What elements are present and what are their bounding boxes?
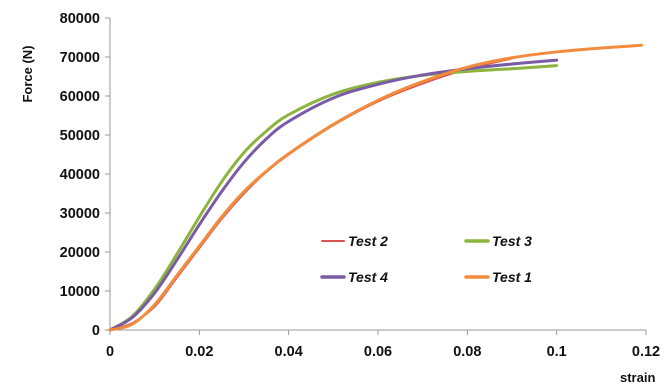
series-line-test-1 <box>108 43 644 332</box>
y-tick-label: 20000 <box>60 245 100 261</box>
axes: 0 10000 20000 30000 40000 50000 60000 70000 8000… <box>20 11 660 385</box>
y-axis-title: Force (N) <box>20 45 35 102</box>
y-tick-label: 0 <box>92 323 100 339</box>
x-tick-label: 0.1 <box>547 344 567 360</box>
series-line-test-4 <box>108 58 559 332</box>
legend: Test 2 Test 3 Test 4 Test 1 <box>320 233 532 285</box>
legend-label-test-1: Test 1 <box>492 269 532 285</box>
legend-label-test-4: Test 4 <box>348 269 388 285</box>
y-tick-label: 40000 <box>60 167 100 183</box>
legend-label-test-3: Test 3 <box>492 233 532 249</box>
x-tick-label: 0.12 <box>632 344 660 360</box>
series-line-test-2 <box>109 57 513 331</box>
y-tick-label: 50000 <box>60 128 100 144</box>
y-tick-label: 70000 <box>60 50 100 66</box>
y-tick-label: 30000 <box>60 206 100 222</box>
y-tick-label: 60000 <box>60 89 100 105</box>
series-line-test-3 <box>108 64 559 332</box>
x-tick-label: 0.06 <box>364 344 392 360</box>
y-tick-label: 80000 <box>60 11 100 27</box>
x-tick-label: 0 <box>106 344 114 360</box>
x-axis-title: strain <box>620 370 655 384</box>
y-tick-label: 10000 <box>60 284 100 300</box>
x-tick-label: 0.04 <box>275 344 303 360</box>
x-tick-label: 0.02 <box>185 344 213 360</box>
series-layer <box>108 43 644 332</box>
legend-label-test-2: Test 2 <box>348 233 388 249</box>
x-tick-label: 0.08 <box>453 344 481 360</box>
